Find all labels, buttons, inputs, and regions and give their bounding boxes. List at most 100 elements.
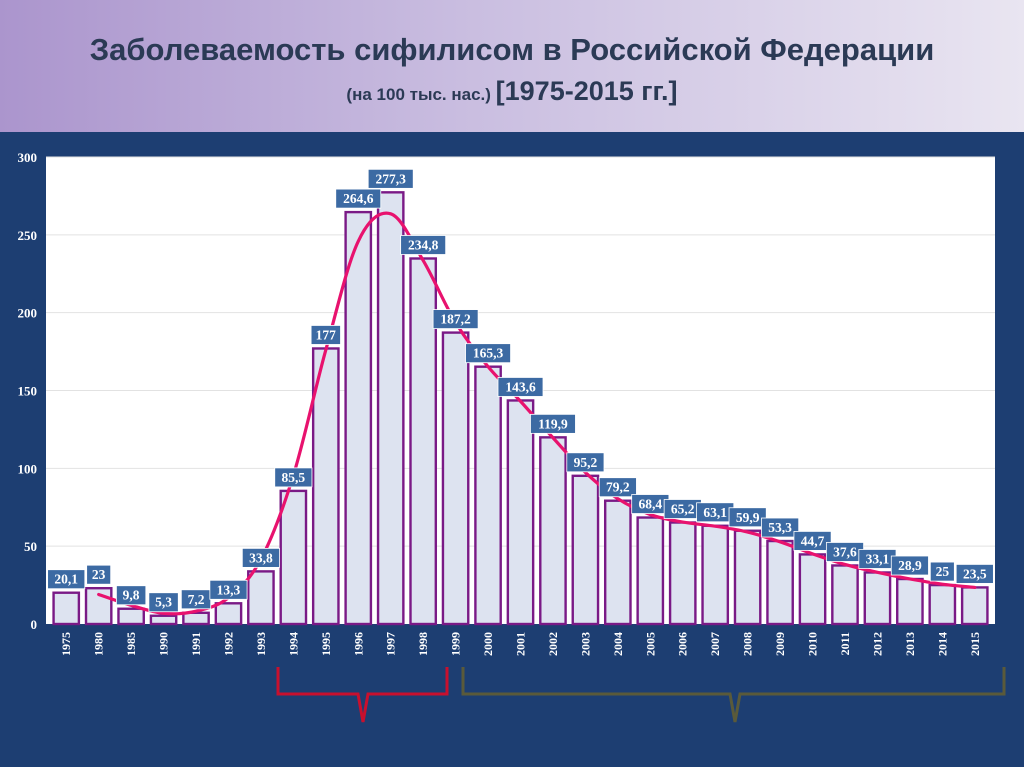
x-tick-label: 1975 — [59, 632, 73, 656]
x-tick-label: 2003 — [578, 632, 592, 656]
data-label-box — [274, 467, 313, 488]
bar — [798, 553, 827, 626]
x-tick-label: 2004 — [611, 632, 625, 656]
data-label-box — [598, 477, 637, 498]
y-tick-label: 250 — [18, 228, 38, 243]
bar — [831, 564, 859, 626]
data-label: 95,2 — [574, 455, 598, 470]
data-label-box — [761, 517, 800, 538]
bar — [766, 539, 794, 626]
y-axis: 0 50 100 150 200 250 300 — [18, 150, 38, 632]
bar — [376, 191, 405, 626]
data-label-box — [890, 555, 929, 576]
data-label: 28,9 — [898, 558, 922, 573]
bar — [668, 521, 697, 626]
data-label: 65,2 — [671, 502, 695, 517]
data-label-box — [148, 592, 179, 613]
x-tick-label: 1994 — [286, 632, 300, 656]
data-label-box — [241, 547, 280, 568]
data-label: 33,8 — [249, 550, 273, 565]
data-label-box — [929, 561, 955, 582]
bar — [247, 570, 275, 626]
data-label-box — [432, 309, 479, 329]
bar — [539, 436, 567, 626]
data-label: 7,2 — [188, 592, 205, 607]
data-label-box — [209, 579, 248, 600]
bar — [117, 607, 145, 626]
bar — [279, 489, 308, 626]
data-label: 119,9 — [538, 416, 568, 431]
y-tick-label: 300 — [18, 150, 38, 165]
data-label-box — [86, 564, 112, 585]
x-tick-label: 1980 — [92, 632, 106, 656]
bar — [182, 611, 210, 626]
data-label-box — [566, 452, 605, 473]
x-axis: 1975 1980 1985 1990 1991 1992 1993 1994 1995 1996… — [59, 632, 982, 656]
x-tick-label: 2012 — [870, 632, 884, 656]
trend-line — [97, 211, 977, 616]
bar — [344, 210, 373, 626]
data-label: 79,2 — [606, 480, 630, 495]
bar — [636, 516, 665, 626]
bar — [52, 591, 81, 626]
bar — [571, 474, 600, 626]
bar — [603, 499, 632, 626]
data-label: 85,5 — [282, 470, 306, 485]
data-label-box — [530, 413, 576, 434]
period-brackets — [276, 667, 1006, 723]
x-tick-label: 1996 — [351, 632, 365, 656]
data-label: 264,6 — [343, 191, 374, 206]
x-tick-label: 2007 — [708, 632, 722, 656]
bars — [52, 191, 989, 626]
x-tick-label: 2010 — [806, 632, 820, 656]
data-label: 234,8 — [408, 237, 439, 252]
bar — [506, 399, 535, 626]
data-label: 44,7 — [801, 533, 825, 548]
bar — [214, 602, 243, 626]
x-tick-label: 1991 — [189, 632, 203, 656]
bar — [896, 577, 924, 626]
bar — [701, 524, 730, 626]
data-label-box — [465, 343, 511, 364]
x-tick-label: 2008 — [741, 632, 755, 656]
subtitle-units: (на 100 тыс. нас.) — [346, 85, 496, 104]
x-tick-label: 1998 — [416, 632, 430, 656]
x-tick-label: 1985 — [124, 632, 138, 656]
bar — [311, 347, 340, 626]
x-tick-label: 1992 — [221, 632, 235, 656]
x-tick-label: 2009 — [773, 632, 787, 656]
data-label-box — [47, 569, 86, 590]
data-label: 20,1 — [54, 572, 78, 587]
x-tick-label: 2005 — [643, 632, 657, 656]
x-tick-label: 2013 — [903, 632, 917, 656]
bar — [474, 365, 502, 626]
data-label: 68,4 — [638, 497, 662, 512]
data-label: 23,5 — [963, 566, 987, 581]
x-tick-label: 2001 — [514, 632, 528, 656]
x-tick-label: 1995 — [319, 632, 333, 656]
data-label: 9,8 — [123, 588, 140, 603]
data-label: 33,1 — [866, 551, 890, 566]
data-label: 143,6 — [505, 379, 536, 394]
bar — [928, 583, 957, 626]
data-label-box — [335, 188, 382, 209]
bracket-1994-1999 — [276, 667, 449, 723]
chart-subtitle: (на 100 тыс. нас.) [1975-2015 гг.] — [0, 76, 1024, 107]
x-tick-label: 2014 — [935, 632, 949, 656]
bar — [149, 614, 178, 626]
bar — [733, 529, 762, 626]
x-tick-label: 2000 — [481, 632, 495, 656]
title-banner: Заболеваемость сифилисом в Российской Фе… — [0, 0, 1024, 132]
subtitle-period: [1975-2015 гг.] — [495, 76, 678, 106]
chart-title: Заболеваемость сифилисом в Российской Фе… — [89, 32, 935, 67]
data-labels: 20,1 23 9,8 5,3 7,2 13,3 33,8 85,5 177 264,6277,3… — [47, 168, 994, 613]
x-tick-label: 2006 — [676, 632, 690, 656]
data-label-box — [793, 531, 832, 551]
bar — [863, 571, 892, 626]
data-label: 177 — [316, 327, 337, 342]
bar — [960, 586, 989, 626]
x-tick-label: 2015 — [968, 632, 982, 656]
x-tick-label: 1993 — [254, 632, 268, 656]
data-label-box — [955, 564, 994, 584]
x-tick-label: 1999 — [449, 632, 463, 656]
